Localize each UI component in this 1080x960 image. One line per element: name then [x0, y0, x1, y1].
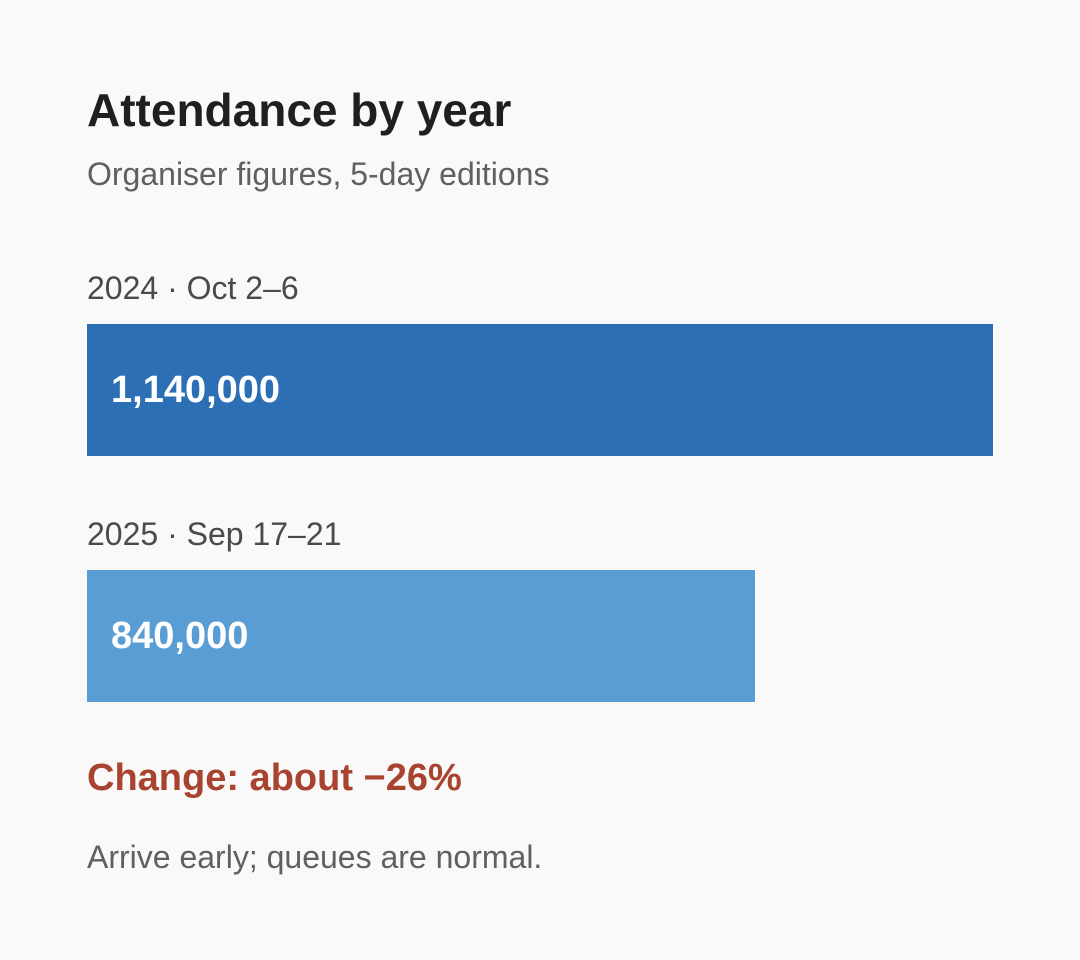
footnote: Arrive early; queues are normal. [87, 839, 543, 875]
category-label-2024: 2024 · Oct 2–6 [87, 270, 299, 306]
bar-value-2024: 1,140,000 [111, 368, 281, 411]
chart-title: Attendance by year [87, 84, 512, 136]
bar-value-2025: 840,000 [111, 614, 249, 657]
chart-subtitle: Organiser figures, 5-day editions [87, 156, 550, 192]
bar-2024: 1,140,000 [87, 324, 993, 456]
bar-2025: 840,000 [87, 570, 755, 702]
category-label-2025: 2025 · Sep 17–21 [87, 516, 342, 552]
change-summary: Change: about −26% [87, 757, 462, 799]
